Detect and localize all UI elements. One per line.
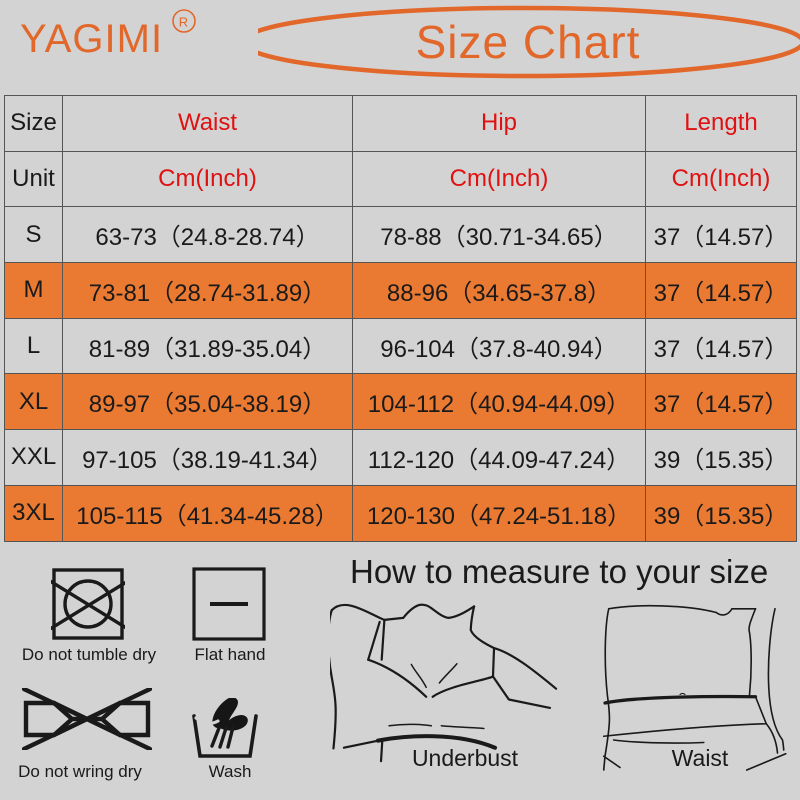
svg-text:R: R [179, 15, 189, 30]
